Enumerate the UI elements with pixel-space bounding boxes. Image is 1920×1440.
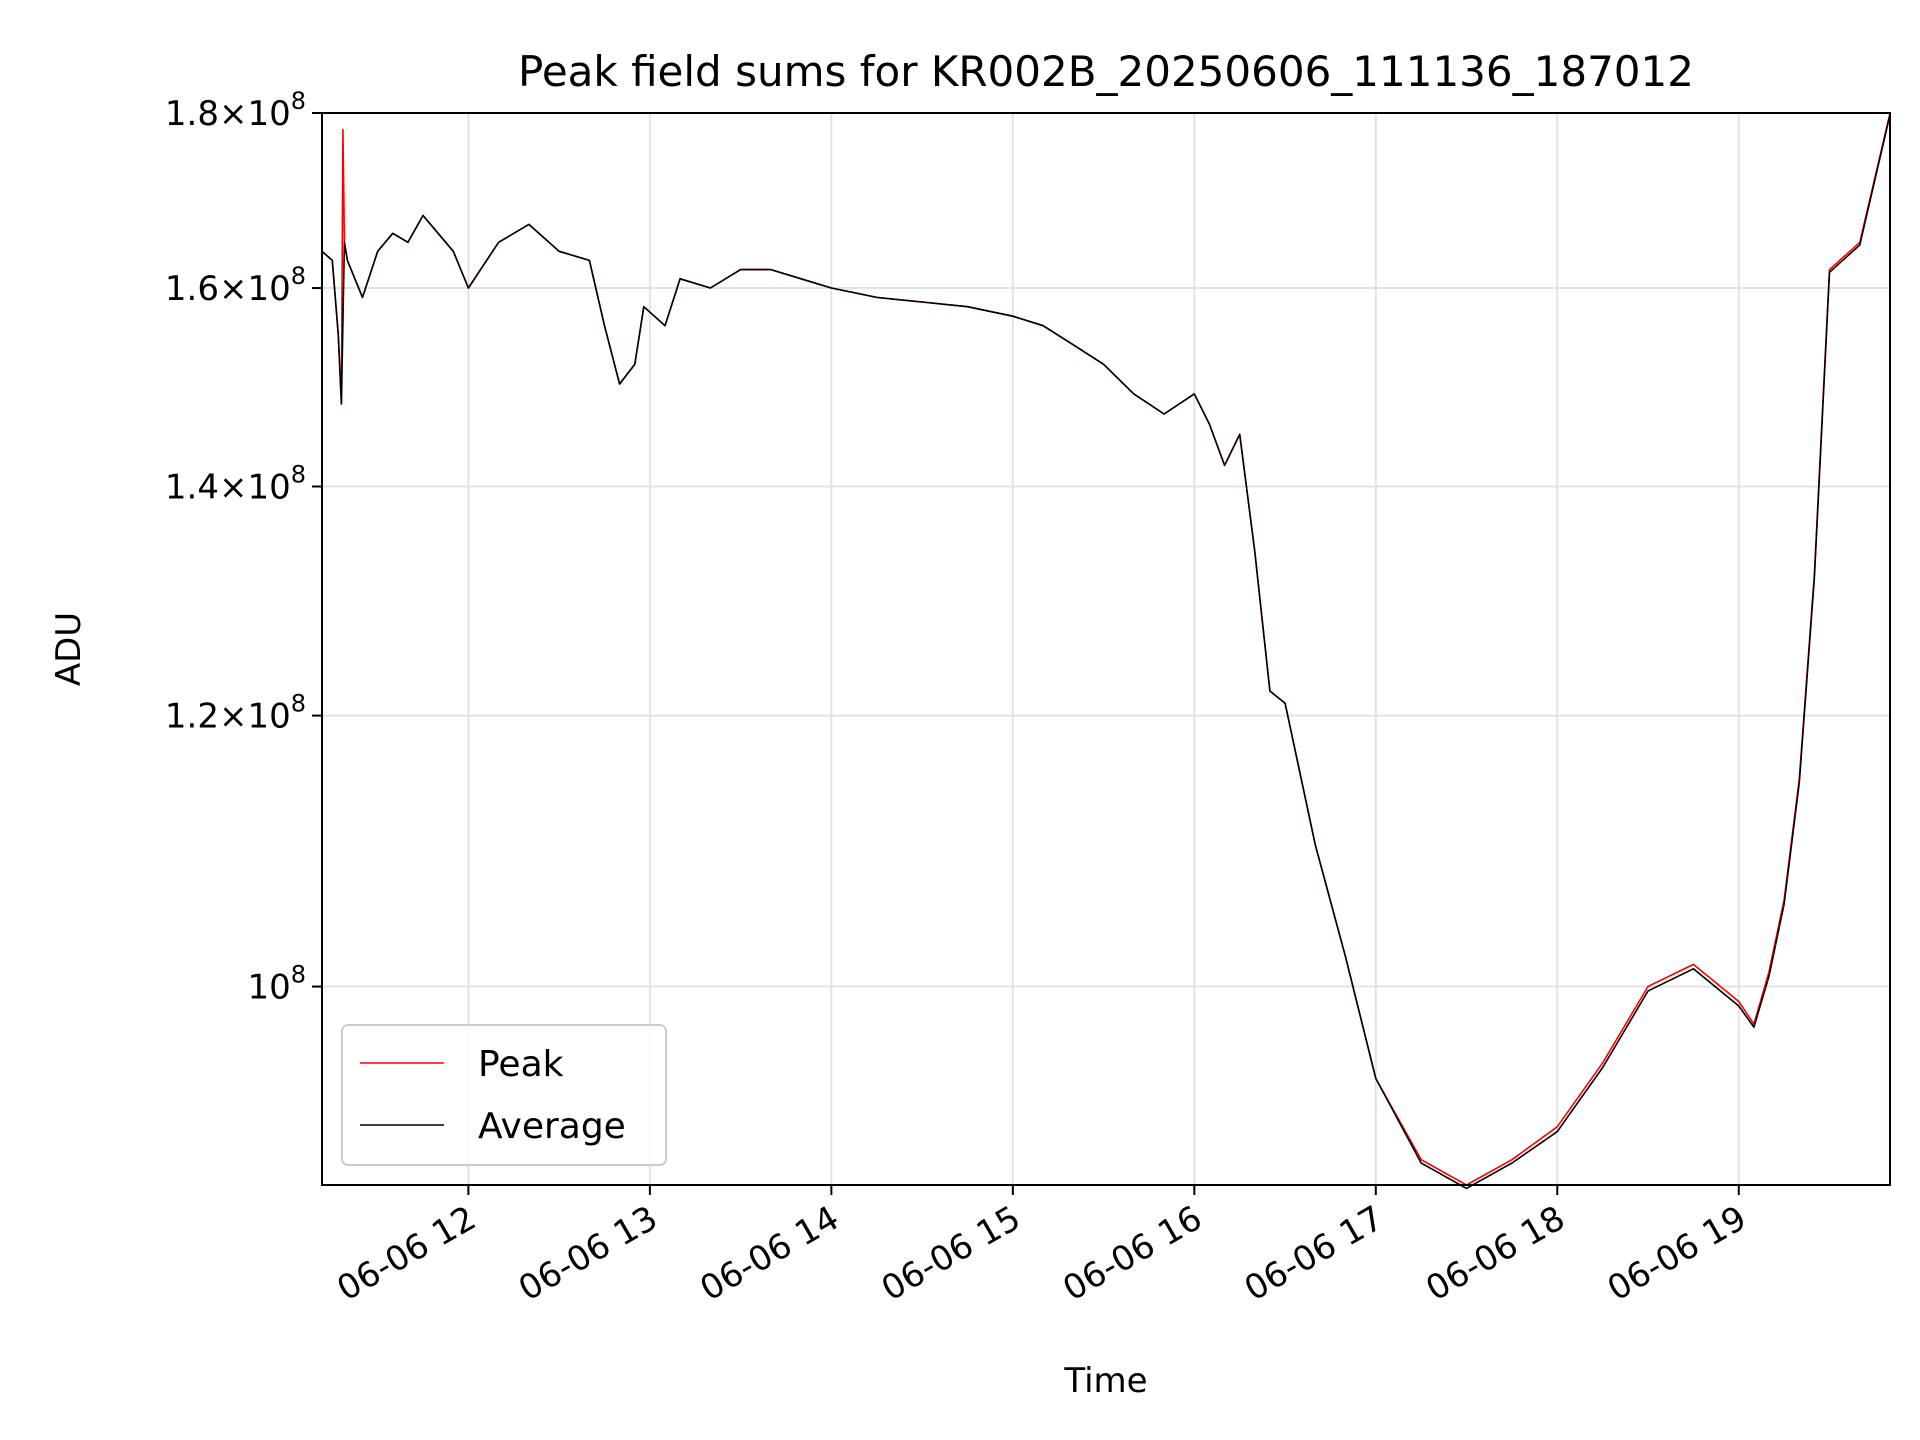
y-axis: 108 1.2×108 1.4×108 1.6×108 1.8×108: [165, 87, 322, 1008]
plot-frame: [321, 112, 1891, 1186]
legend: Peak Average: [341, 1024, 667, 1166]
legend-label-average: Average: [478, 1106, 626, 1147]
y-tick-label: 108: [247, 961, 306, 1008]
grid: [322, 112, 1890, 1185]
legend-box: [341, 1024, 667, 1166]
y-tick-label: 1.6×108: [165, 262, 306, 309]
chart-title: Peak field sums for KR002B_20250606_1111…: [518, 47, 1694, 96]
y-axis-title: ADU: [49, 612, 89, 686]
y-tick-label: 1.2×108: [165, 690, 306, 737]
y-tick-label: 1.4×108: [165, 460, 306, 507]
x-axis-title: Time: [1063, 1361, 1147, 1401]
series-line-average: [321, 114, 1891, 1190]
legend-label-peak: Peak: [478, 1044, 564, 1085]
y-tick-label: 1.8×108: [165, 87, 306, 134]
series-layer: [321, 112, 1891, 1190]
